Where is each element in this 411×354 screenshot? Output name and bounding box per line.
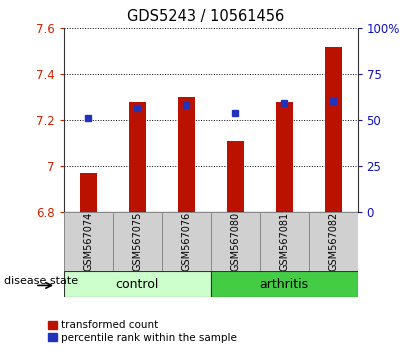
Bar <box>260 212 309 271</box>
Bar <box>211 212 260 271</box>
Legend: transformed count, percentile rank within the sample: transformed count, percentile rank withi… <box>48 320 237 343</box>
Text: arthritis: arthritis <box>259 278 309 291</box>
Text: GSM567082: GSM567082 <box>328 212 338 271</box>
Bar <box>309 212 358 271</box>
Bar <box>64 212 113 271</box>
Bar <box>64 271 210 297</box>
Bar <box>162 212 211 271</box>
Bar <box>113 212 162 271</box>
Text: GSM567074: GSM567074 <box>83 212 93 271</box>
Text: GSM567075: GSM567075 <box>132 212 142 271</box>
Bar <box>129 102 146 212</box>
Bar <box>275 102 293 212</box>
Bar <box>80 173 97 212</box>
Text: GSM567081: GSM567081 <box>279 212 289 271</box>
Bar <box>325 47 342 212</box>
Text: GSM567080: GSM567080 <box>230 212 240 271</box>
Bar <box>178 97 195 212</box>
Text: GSM567076: GSM567076 <box>181 212 191 271</box>
Bar <box>226 141 244 212</box>
Bar <box>211 271 358 297</box>
Text: disease state: disease state <box>4 275 78 286</box>
Text: control: control <box>115 278 159 291</box>
Text: GDS5243 / 10561456: GDS5243 / 10561456 <box>127 9 284 24</box>
